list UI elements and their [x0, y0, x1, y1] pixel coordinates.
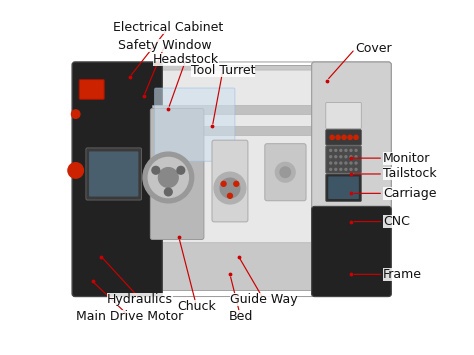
- Circle shape: [350, 149, 352, 151]
- Circle shape: [214, 172, 246, 204]
- Circle shape: [177, 166, 185, 174]
- FancyBboxPatch shape: [265, 144, 306, 201]
- FancyBboxPatch shape: [312, 206, 391, 296]
- Circle shape: [354, 135, 358, 140]
- Circle shape: [335, 168, 337, 170]
- Circle shape: [330, 162, 332, 164]
- Text: Main Drive Motor: Main Drive Motor: [76, 310, 183, 323]
- Circle shape: [355, 168, 357, 170]
- Polygon shape: [153, 105, 318, 114]
- FancyBboxPatch shape: [89, 152, 138, 197]
- Text: Electrical Cabinet: Electrical Cabinet: [113, 21, 223, 34]
- FancyBboxPatch shape: [312, 62, 391, 296]
- FancyBboxPatch shape: [212, 140, 248, 222]
- FancyBboxPatch shape: [72, 62, 162, 296]
- Circle shape: [345, 156, 347, 158]
- FancyBboxPatch shape: [326, 103, 361, 129]
- Circle shape: [342, 135, 346, 140]
- Text: Guide Way: Guide Way: [229, 293, 297, 306]
- Text: Hydraulics: Hydraulics: [107, 293, 173, 306]
- Circle shape: [340, 156, 342, 158]
- Circle shape: [348, 135, 352, 140]
- Circle shape: [345, 162, 347, 164]
- Text: Monitor: Monitor: [383, 152, 430, 165]
- Circle shape: [350, 156, 352, 158]
- Circle shape: [355, 149, 357, 151]
- Circle shape: [336, 135, 340, 140]
- Circle shape: [335, 156, 337, 158]
- Circle shape: [275, 162, 295, 182]
- Text: Tailstock: Tailstock: [383, 168, 437, 180]
- Circle shape: [350, 168, 352, 170]
- FancyBboxPatch shape: [328, 176, 359, 199]
- Text: Headstock: Headstock: [153, 53, 219, 66]
- Circle shape: [72, 110, 80, 118]
- Circle shape: [234, 181, 239, 186]
- Circle shape: [68, 163, 83, 178]
- Circle shape: [330, 156, 332, 158]
- Circle shape: [335, 149, 337, 151]
- FancyBboxPatch shape: [151, 70, 320, 243]
- Text: Tool Turret: Tool Turret: [191, 64, 255, 77]
- Text: CNC: CNC: [383, 215, 410, 228]
- Text: Bed: Bed: [228, 310, 253, 323]
- FancyBboxPatch shape: [326, 146, 361, 173]
- Circle shape: [220, 178, 240, 198]
- Text: Cover: Cover: [355, 43, 392, 55]
- Circle shape: [330, 149, 332, 151]
- Circle shape: [330, 168, 332, 170]
- Circle shape: [345, 168, 347, 170]
- Circle shape: [143, 152, 194, 203]
- Text: Frame: Frame: [383, 268, 422, 281]
- Circle shape: [355, 162, 357, 164]
- FancyBboxPatch shape: [86, 148, 142, 200]
- FancyBboxPatch shape: [326, 174, 361, 201]
- Circle shape: [340, 149, 342, 151]
- Circle shape: [158, 168, 178, 187]
- Polygon shape: [153, 126, 318, 135]
- Text: Safety Window: Safety Window: [118, 39, 211, 52]
- Circle shape: [148, 157, 188, 198]
- FancyBboxPatch shape: [150, 109, 204, 240]
- FancyBboxPatch shape: [155, 88, 235, 161]
- Circle shape: [164, 188, 172, 196]
- Circle shape: [228, 193, 232, 198]
- Circle shape: [330, 135, 334, 140]
- Circle shape: [340, 168, 342, 170]
- Circle shape: [355, 156, 357, 158]
- Text: Carriage: Carriage: [383, 187, 437, 200]
- FancyBboxPatch shape: [79, 80, 104, 99]
- Text: Chuck: Chuck: [177, 300, 216, 312]
- FancyBboxPatch shape: [326, 130, 361, 145]
- Circle shape: [152, 166, 160, 174]
- Circle shape: [340, 162, 342, 164]
- Circle shape: [345, 149, 347, 151]
- Polygon shape: [82, 65, 385, 290]
- Circle shape: [335, 162, 337, 164]
- Circle shape: [350, 162, 352, 164]
- Circle shape: [280, 167, 291, 178]
- Circle shape: [221, 181, 226, 186]
